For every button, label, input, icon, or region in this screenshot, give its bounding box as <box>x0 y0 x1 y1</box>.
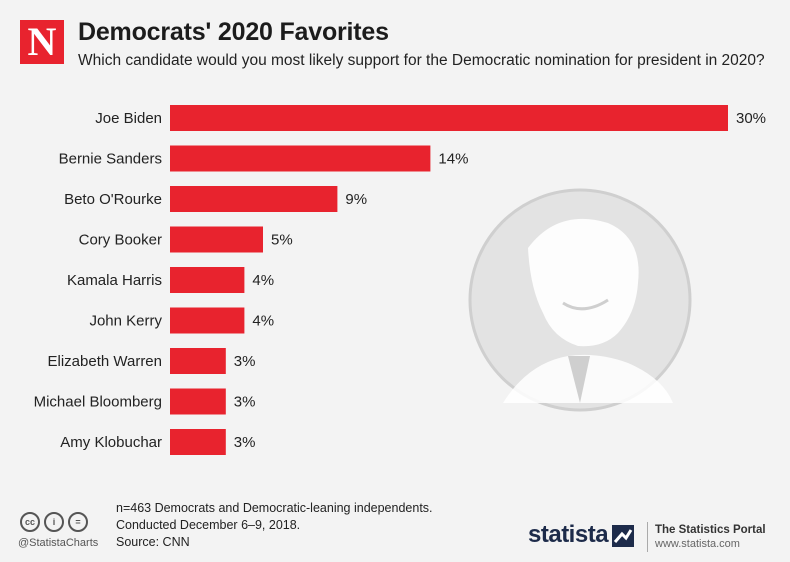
statista-wordmark: statista <box>528 521 609 548</box>
category-label: Elizabeth Warren <box>48 353 163 370</box>
chart-subtitle: Which candidate would you most likely su… <box>78 52 765 69</box>
value-label: 3% <box>234 434 256 451</box>
category-label: Beto O'Rourke <box>64 191 162 208</box>
value-label: 3% <box>234 394 256 411</box>
attribution-icon: i <box>44 512 64 532</box>
value-label: 4% <box>252 272 274 289</box>
creative-commons-icon: cc <box>20 512 40 532</box>
category-label: Bernie Sanders <box>59 151 162 168</box>
newsweek-logo-icon: N <box>20 20 64 64</box>
category-label: Kamala Harris <box>67 272 162 289</box>
value-label: 3% <box>234 353 256 370</box>
portal-url[interactable]: www.statista.com <box>655 538 740 550</box>
footer-note-sample: n=463 Democrats and Democratic-leaning i… <box>116 501 433 515</box>
no-derivatives-icon: = <box>68 512 88 532</box>
bar <box>170 267 245 293</box>
value-label: 9% <box>345 191 367 208</box>
category-label: Amy Klobuchar <box>60 434 162 451</box>
candidate-portrait-icon <box>468 188 692 412</box>
social-handle[interactable]: @StatistaCharts <box>18 537 99 549</box>
footer-notes: n=463 Democrats and Democratic-leaning i… <box>116 500 433 551</box>
bar <box>170 105 728 131</box>
value-label: 14% <box>438 151 468 168</box>
category-label: Michael Bloomberg <box>34 394 162 411</box>
category-label: Joe Biden <box>95 110 162 127</box>
value-label: 30% <box>736 110 766 127</box>
footer-divider <box>647 522 648 552</box>
footer-note-source: Source: CNN <box>116 535 190 549</box>
bar <box>170 388 226 415</box>
category-label: John Kerry <box>89 313 162 330</box>
bar <box>170 307 245 334</box>
chart-title: Democrats' 2020 Favorites <box>78 18 389 46</box>
bar-chart: Joe Biden 30% Bernie Sanders 14% Beto O'Rour… <box>34 105 766 455</box>
bar <box>170 145 431 172</box>
category-label: Cory Booker <box>79 232 162 249</box>
bar <box>170 429 226 455</box>
bar <box>170 348 226 374</box>
license-icons: cc i = <box>20 512 88 532</box>
value-label: 5% <box>271 232 293 249</box>
value-label: 4% <box>252 313 274 330</box>
footer-note-dates: Conducted December 6–9, 2018. <box>116 518 301 532</box>
bar <box>170 226 263 253</box>
portal-title: The Statistics Portal <box>655 524 766 536</box>
bar <box>170 186 338 212</box>
statista-logo-icon <box>612 525 634 547</box>
